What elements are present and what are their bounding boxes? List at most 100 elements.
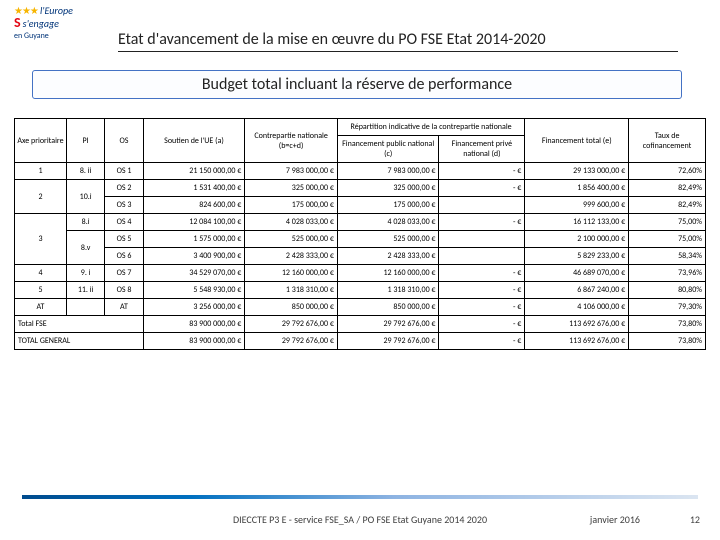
- table-row: 8.vOS 51 575 000,00 €525 000,00 €525 000…: [15, 231, 706, 248]
- cell-c: 12 160 000,00 €: [337, 265, 439, 282]
- cell-b: 4 028 033,00 €: [245, 214, 338, 231]
- cell-pi: 8. ii: [66, 163, 104, 180]
- cell-axe: 3: [15, 214, 67, 265]
- cell-t: 82,49%: [629, 197, 706, 214]
- table-row: 511. iiOS 85 548 930,00 €1 318 310,00 €1…: [15, 282, 706, 299]
- cell-a: 3 400 900,00 €: [143, 248, 245, 265]
- cell-t: 79,30%: [629, 299, 706, 316]
- cell-b: 325 000,00 €: [245, 180, 338, 197]
- footer-page: 12: [690, 513, 700, 526]
- cell-a: 3 256 000,00 €: [143, 299, 245, 316]
- cell-e: 113 692 676,00 €: [525, 333, 629, 350]
- cell-c: 29 792 676,00 €: [337, 316, 439, 333]
- cell-b: 7 983 000,00 €: [245, 163, 338, 180]
- cell-c: 2 428 333,00 €: [337, 248, 439, 265]
- cell-c: 1 318 310,00 €: [337, 282, 439, 299]
- subtitle-box: Budget total incluant la réserve de perf…: [32, 70, 682, 99]
- cell-b: 175 000,00 €: [245, 197, 338, 214]
- cell-c: 325 000,00 €: [337, 180, 439, 197]
- cell-os: OS 6: [105, 248, 143, 265]
- col-axe: Axe prioritaire: [15, 119, 67, 163]
- cell-axe: 2: [15, 180, 67, 214]
- cell-d: - €: [439, 316, 525, 333]
- cell-os: OS 3: [105, 197, 143, 214]
- cell-t: 73,80%: [629, 333, 706, 350]
- cell-os: OS 8: [105, 282, 143, 299]
- col-repart: Répartition indicative de la contreparti…: [337, 119, 524, 136]
- cell-t: 72,60%: [629, 163, 706, 180]
- cell-pi: [66, 299, 104, 316]
- cell-e: 16 112 133,00 €: [525, 214, 629, 231]
- footer: DIECCTE P3 E - service FSE_SA / PO FSE E…: [0, 513, 720, 526]
- cell-axe: 1: [15, 163, 67, 180]
- cell-d: - €: [439, 214, 525, 231]
- table-row: TOTAL GENERAL83 900 000,00 €29 792 676,0…: [15, 333, 706, 350]
- table-row: 210.iOS 21 531 400,00 €325 000,00 €325 0…: [15, 180, 706, 197]
- cell-b: 850 000,00 €: [245, 299, 338, 316]
- cell-d: - €: [439, 299, 525, 316]
- col-soutien: Soutien de l'UE (a): [143, 119, 245, 163]
- cell-a: 1 531 400,00 €: [143, 180, 245, 197]
- cell-os: OS 4: [105, 214, 143, 231]
- cell-c: 7 983 000,00 €: [337, 163, 439, 180]
- cell-c: 175 000,00 €: [337, 197, 439, 214]
- cell-pi: 10.i: [66, 180, 104, 214]
- table-row: 49. iOS 734 529 070,00 €12 160 000,00 €1…: [15, 265, 706, 282]
- cell-c: 525 000,00 €: [337, 231, 439, 248]
- page-title: Etat d'avancement de la mise en œuvre du…: [118, 30, 678, 52]
- cell-t: 73,80%: [629, 316, 706, 333]
- logo-s-icon: S: [14, 14, 21, 31]
- cell-os: OS 7: [105, 265, 143, 282]
- logo-mid: s'engage: [23, 17, 59, 30]
- cell-os: OS 5: [105, 231, 143, 248]
- col-pi: PI: [66, 119, 104, 163]
- cell-a: 5 548 930,00 €: [143, 282, 245, 299]
- cell-pi: 8.i: [66, 214, 104, 231]
- cell-d: - €: [439, 163, 525, 180]
- cell-e: 6 867 240,00 €: [525, 282, 629, 299]
- cell-t: 80,80%: [629, 282, 706, 299]
- cell-t: 58,34%: [629, 248, 706, 265]
- cell-c: 850 000,00 €: [337, 299, 439, 316]
- cell-os: AT: [105, 299, 143, 316]
- logo: ★★★ l'Europe S s'engage en Guyane: [14, 6, 73, 40]
- cell-b: 12 160 000,00 €: [245, 265, 338, 282]
- table-row: ATAT3 256 000,00 €850 000,00 €850 000,00…: [15, 299, 706, 316]
- cell-t: 73,96%: [629, 265, 706, 282]
- cell-a: 83 900 000,00 €: [143, 333, 245, 350]
- cell-os: OS 2: [105, 180, 143, 197]
- cell-a: 1 575 000,00 €: [143, 231, 245, 248]
- footer-date: janvier 2016: [590, 513, 640, 526]
- table-row: OS 3824 600,00 €175 000,00 €175 000,00 €…: [15, 197, 706, 214]
- table-row: Total FSE83 900 000,00 €29 792 676,00 €2…: [15, 316, 706, 333]
- cell-c: 29 792 676,00 €: [337, 333, 439, 350]
- cell-pi: 11. ii: [66, 282, 104, 299]
- cell-e: 113 692 676,00 €: [525, 316, 629, 333]
- cell-b: 2 428 333,00 €: [245, 248, 338, 265]
- col-finpub: Financement public national (c): [337, 136, 439, 163]
- logo-sub: en Guyane: [14, 32, 73, 40]
- cell-d: [439, 231, 525, 248]
- footer-divider: [22, 495, 698, 499]
- cell-pi: 8.v: [66, 231, 104, 265]
- cell-axe: 4: [15, 265, 67, 282]
- cell-t: 75,00%: [629, 214, 706, 231]
- cell-pi: 9. i: [66, 265, 104, 282]
- logo-top: l'Europe: [40, 4, 73, 17]
- cell-e: 2 100 000,00 €: [525, 231, 629, 248]
- table-row: 18. iiOS 121 150 000,00 €7 983 000,00 €7…: [15, 163, 706, 180]
- cell-a: 12 084 100,00 €: [143, 214, 245, 231]
- cell-t: 75,00%: [629, 231, 706, 248]
- cell-a: 34 529 070,00 €: [143, 265, 245, 282]
- col-finpriv: Financement privé national (d): [439, 136, 525, 163]
- cell-b: 29 792 676,00 €: [245, 333, 338, 350]
- col-os: OS: [105, 119, 143, 163]
- cell-b: 29 792 676,00 €: [245, 316, 338, 333]
- cell-b: 1 318 310,00 €: [245, 282, 338, 299]
- cell-b: 525 000,00 €: [245, 231, 338, 248]
- cell-a: 21 150 000,00 €: [143, 163, 245, 180]
- cell-c: 4 028 033,00 €: [337, 214, 439, 231]
- cell-d: - €: [439, 282, 525, 299]
- cell-axe: Total FSE: [15, 316, 144, 333]
- cell-e: 29 133 000,00 €: [525, 163, 629, 180]
